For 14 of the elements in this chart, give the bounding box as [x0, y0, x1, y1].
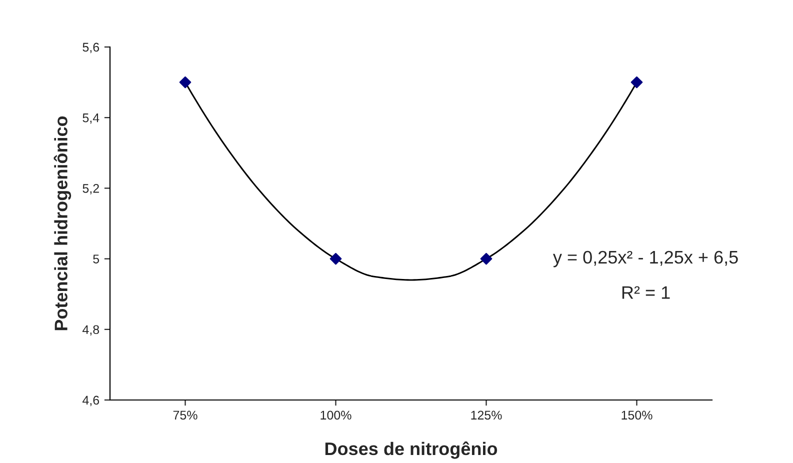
y-tick-label: 4,8 [82, 325, 100, 336]
annotation: y = 0,25x² - 1,25x + 6,5 [552, 250, 738, 268]
x-tick-label: 75% [173, 410, 198, 420]
x-tick-label: 100% [320, 410, 352, 420]
y-tick-label: 5,2 [82, 184, 99, 194]
x-tick-label: 125% [471, 410, 502, 420]
y-tick-label: 4,6 [82, 396, 100, 406]
y-tick-label: 5,4 [82, 114, 100, 124]
y-tick-label: 5 [93, 254, 100, 264]
x-tick-label: 150% [622, 410, 652, 420]
annotation: R² = 1 [622, 286, 670, 299]
y-tick-label: 5,6 [82, 42, 100, 54]
y-axis-title: Potencial hidrogeniônico [54, 116, 72, 330]
x-axis-title: Doses de nitrogênio [325, 442, 498, 459]
